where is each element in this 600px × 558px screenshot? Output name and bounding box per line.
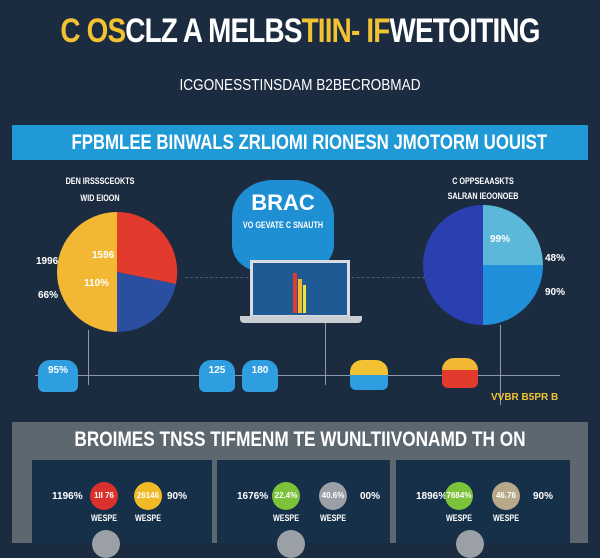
stat-panel: 1896% 7684% WESPE 46.76 WESPE 90% [396,460,570,558]
stat-label: WESPE [445,513,472,523]
timeline-tag: VVBR B5PR B [491,392,559,403]
stat-right: 90% [167,491,188,502]
stack-icon [442,358,478,388]
page-title: C OSCLZ A MELBSTIIN- IFWETOITING [60,12,540,50]
subtitle: ICGONESSTINSDAM B2BECROBMAD [179,77,421,94]
pie-label: 1996 [36,256,59,267]
timeline-item: 125 [199,360,235,392]
stat-circle: 46.76 [492,482,520,510]
left-pie-subtitle: WID EIOON [80,193,120,203]
timeline-line [35,375,560,376]
pie-slice-blue [483,265,543,325]
stat-label: WESPE [272,513,299,523]
stat-label: WESPE [319,513,346,523]
banner: FPBMLEE BINWALS ZRLIOMI RIONESN JMOTORM … [12,125,588,160]
stat-label: WESPE [90,513,117,523]
stat-circle: 7684% [445,482,473,510]
stat-left: 1896% [416,491,448,502]
stat-panel: 1676% 22.4% WESPE 40.6% WESPE 00% [217,460,390,558]
timeline-item: 95% [38,360,78,392]
stat-left: 1676% [237,491,269,502]
pie-label: 110% [84,278,110,289]
stat-circle: 40.6% [319,482,347,510]
right-pie-chart [423,205,543,325]
stat-circle-partial [277,530,305,558]
stat-right: 90% [533,491,554,502]
stat-left: 1196% [52,491,83,502]
pie-label: 48% [545,253,566,264]
connector [500,325,501,405]
pie-slice-yellow [57,212,117,332]
connector [88,330,89,385]
pie-label: 66% [38,290,59,301]
pie-label: 99% [490,234,511,245]
pie-label: 1596 [92,250,115,261]
bottom-title: BROIMES TNSS TIFMENM TE WUNLTIIVONAMD TH… [74,428,526,451]
stat-label: WESPE [492,513,519,523]
stat-right: 00% [360,491,381,502]
laptop-icon [250,260,350,318]
stack-icon [350,360,388,390]
timeline-item: 180 [242,360,278,392]
stat-circle: 26146 [134,482,162,510]
cloud-graphic: BRAC VO GEVATE C SNAUTH [232,180,334,272]
pie-slice-navy [117,272,176,333]
right-pie-title: C OPPSEAASKTS [452,176,514,186]
pie-slice-dark-blue [423,205,483,325]
stat-circle: 22.4% [272,482,300,510]
stat-label: WESPE [134,513,161,523]
stat-panel: 1196% 1II 76 WESPE 26146 WESPE 90% [32,460,212,558]
left-pie-title: DEN IRSSSCEOKTS [65,176,135,186]
left-pie-chart [57,211,178,333]
pie-slice-red [117,211,178,284]
stat-circle-partial [456,530,484,558]
pie-slice-light-blue [483,205,543,265]
connector [325,322,326,385]
pie-label: 90% [545,287,566,298]
stat-circle-partial [92,530,120,558]
laptop-base [240,316,362,323]
right-pie-subtitle: SALRAN IEOONOEB [447,191,519,201]
stat-circle: 1II 76 [90,482,118,510]
